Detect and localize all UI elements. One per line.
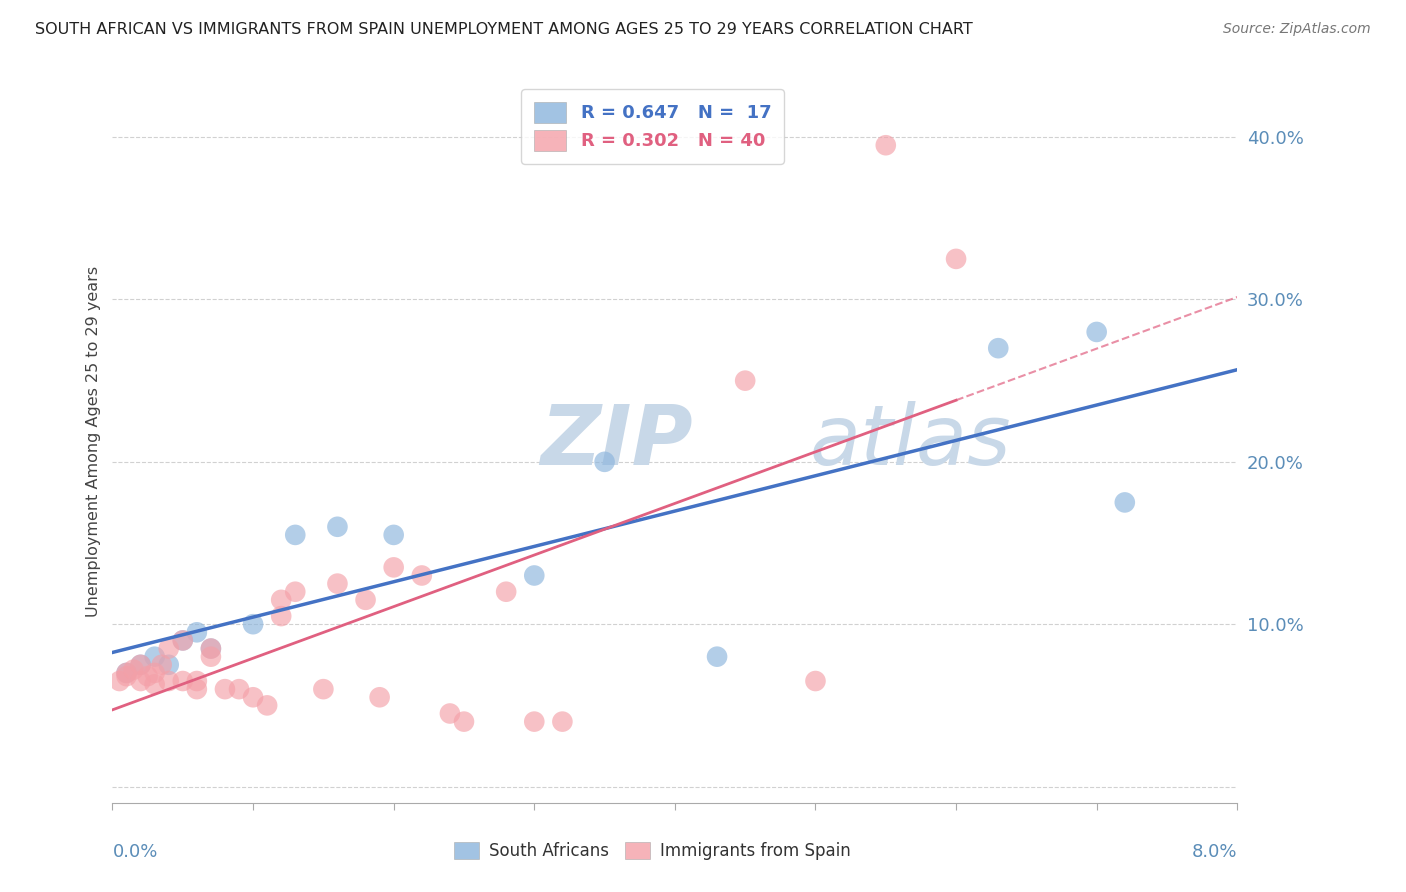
Point bbox=[1085, 325, 1108, 339]
Text: Source: ZipAtlas.com: Source: ZipAtlas.com bbox=[1223, 22, 1371, 37]
Text: 8.0%: 8.0% bbox=[1192, 843, 1237, 861]
Point bbox=[875, 138, 897, 153]
Point bbox=[136, 669, 159, 683]
Point bbox=[115, 669, 138, 683]
Point bbox=[734, 374, 756, 388]
Point bbox=[186, 682, 208, 697]
Point bbox=[150, 657, 173, 672]
Point bbox=[129, 657, 152, 672]
Point bbox=[172, 633, 194, 648]
Point bbox=[172, 633, 194, 648]
Point bbox=[157, 657, 180, 672]
Y-axis label: Unemployment Among Ages 25 to 29 years: Unemployment Among Ages 25 to 29 years bbox=[86, 266, 101, 617]
Point bbox=[523, 568, 546, 582]
Point bbox=[186, 673, 208, 688]
Point bbox=[172, 673, 194, 688]
Point bbox=[804, 673, 827, 688]
Point bbox=[242, 690, 264, 705]
Point bbox=[115, 665, 138, 680]
Point bbox=[200, 641, 222, 656]
Point bbox=[122, 663, 145, 677]
Point bbox=[453, 714, 475, 729]
Point bbox=[284, 584, 307, 599]
Point bbox=[326, 576, 349, 591]
Point bbox=[945, 252, 967, 266]
Point bbox=[256, 698, 278, 713]
Point bbox=[143, 677, 166, 691]
Point bbox=[270, 592, 292, 607]
Point bbox=[157, 673, 180, 688]
Point bbox=[987, 341, 1010, 355]
Point bbox=[495, 584, 517, 599]
Point bbox=[200, 649, 222, 664]
Point bbox=[143, 665, 166, 680]
Point bbox=[129, 657, 152, 672]
Point bbox=[186, 625, 208, 640]
Point bbox=[368, 690, 391, 705]
Text: 0.0%: 0.0% bbox=[112, 843, 157, 861]
Point bbox=[228, 682, 250, 697]
Point bbox=[129, 673, 152, 688]
Point bbox=[270, 609, 292, 624]
Text: atlas: atlas bbox=[810, 401, 1011, 482]
Point bbox=[382, 528, 405, 542]
Point bbox=[382, 560, 405, 574]
Point bbox=[439, 706, 461, 721]
Point bbox=[115, 665, 138, 680]
Point bbox=[312, 682, 335, 697]
Text: ZIP: ZIP bbox=[540, 401, 693, 482]
Point bbox=[551, 714, 574, 729]
Point bbox=[143, 649, 166, 664]
Point bbox=[284, 528, 307, 542]
Point bbox=[326, 520, 349, 534]
Point bbox=[200, 641, 222, 656]
Point bbox=[214, 682, 236, 697]
Point bbox=[354, 592, 377, 607]
Point bbox=[593, 455, 616, 469]
Point bbox=[157, 641, 180, 656]
Point bbox=[523, 714, 546, 729]
Point bbox=[706, 649, 728, 664]
Point bbox=[108, 673, 131, 688]
Text: SOUTH AFRICAN VS IMMIGRANTS FROM SPAIN UNEMPLOYMENT AMONG AGES 25 TO 29 YEARS CO: SOUTH AFRICAN VS IMMIGRANTS FROM SPAIN U… bbox=[35, 22, 973, 37]
Point bbox=[1114, 495, 1136, 509]
Point bbox=[242, 617, 264, 632]
Point bbox=[411, 568, 433, 582]
Legend: South Africans, Immigrants from Spain: South Africans, Immigrants from Spain bbox=[447, 835, 858, 867]
